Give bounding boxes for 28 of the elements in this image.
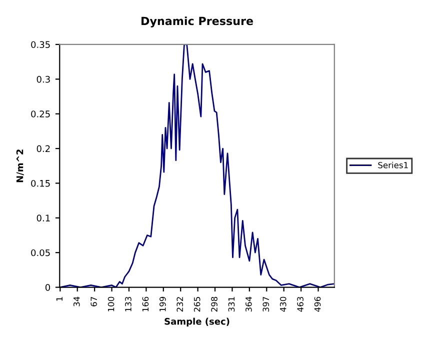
y-tick-label: 0.35 bbox=[31, 41, 50, 48]
chart-title: Dynamic Pressure bbox=[142, 16, 253, 28]
x-tick-label: 331 bbox=[228, 297, 235, 312]
y-axis-title: N/m^2 bbox=[16, 150, 24, 182]
y-tick-label: 0.15 bbox=[31, 180, 50, 187]
x-tick-label: 199 bbox=[160, 296, 166, 312]
x-axis-title: Sample (sec) bbox=[164, 318, 230, 327]
legend-label: Series1 bbox=[378, 162, 408, 168]
x-tick-label: 34 bbox=[73, 296, 80, 306]
x-tick-label: 100 bbox=[108, 296, 114, 312]
x-tick-label: 1 bbox=[56, 297, 62, 301]
x-tick-label: 67 bbox=[90, 297, 97, 306]
x-tick-label: 463 bbox=[297, 296, 304, 312]
x-tick-label: 397 bbox=[262, 297, 270, 312]
y-tick-label: 0.25 bbox=[31, 110, 50, 118]
x-tick-label: 364 bbox=[246, 296, 252, 312]
y-tick-label: 0.3 bbox=[36, 76, 50, 83]
y-tick-label: 0.2 bbox=[36, 145, 50, 152]
x-tick-label: 133 bbox=[125, 296, 132, 312]
y-tick-label: 0.1 bbox=[36, 214, 50, 222]
x-tick-label: 166 bbox=[142, 296, 149, 312]
x-tick-label: 232 bbox=[176, 297, 184, 312]
x-tick-label: 265 bbox=[194, 297, 200, 312]
x-tick-label: 298 bbox=[211, 296, 218, 312]
x-tick-label: 496 bbox=[314, 296, 321, 312]
y-tick-label: 0 bbox=[45, 284, 50, 291]
y-tick-label: 0.05 bbox=[31, 249, 50, 256]
x-tick-label: 430 bbox=[280, 296, 286, 312]
